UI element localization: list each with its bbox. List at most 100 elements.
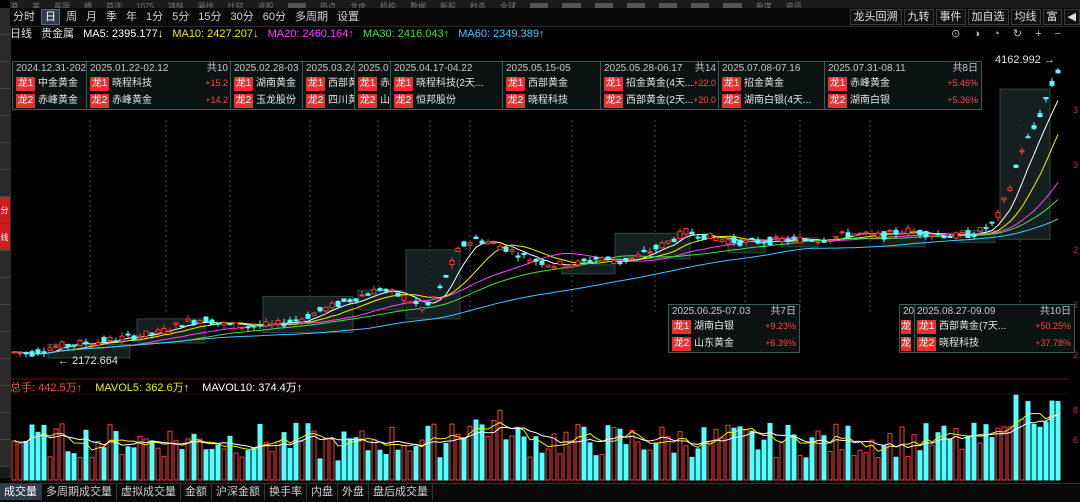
period-button[interactable]: 5分 [172,11,190,23]
leader-stock-name[interactable]: 玉龙股份 [256,95,296,106]
period-button[interactable]: 60分 [262,11,286,23]
tooltip-row[interactable]: 龙1 湖南黄金 [231,75,303,92]
tooltip-row[interactable]: 龙2 西部黄金(2天... +20.0 [601,92,719,109]
top-menu-item[interactable]: 参谋 [755,2,772,9]
indicator-tab[interactable]: 盘后成交量 [369,484,433,500]
leader-stock-name[interactable]: 招金黄金(4天... [626,78,694,89]
period-button[interactable]: 日 [41,9,60,25]
right-tool-button[interactable]: 事件 [935,9,966,25]
left-rail-tab[interactable]: 分 [0,197,10,224]
top-menu-item[interactable]: 龙虎 [350,2,367,9]
left-rail-tab[interactable] [0,89,10,116]
top-menu-item[interactable]: 美 [32,2,40,9]
tooltip-row[interactable]: 龙1 招金黄金 [719,75,825,92]
top-menu-item[interactable] [594,3,613,8]
period-button[interactable]: 15分 [198,11,222,23]
tooltip-row[interactable]: 龙2 湖南白银(4天... [719,92,825,109]
leader-stock-name[interactable]: 西部黄 [328,78,355,89]
period-button[interactable]: 周 [66,11,77,23]
indicator-tab[interactable]: 内盘 [307,484,338,500]
right-tool-button[interactable]: 九转 [903,9,934,25]
leader-stock-name[interactable]: 晓程科技(2天... [416,78,484,89]
top-menu-item[interactable] [287,3,307,8]
top-menu-item[interactable]: 比较 [227,2,244,9]
left-rail-tab[interactable] [0,386,10,413]
tooltip-row[interactable]: 龙2 山 [355,92,391,109]
leader-stock-name[interactable]: 西部黄金(2天... [626,95,694,106]
left-rail-tab[interactable] [0,8,10,35]
right-tool-button[interactable]: 均线 [1010,9,1041,25]
leader-stock-name[interactable]: 湖南白银(4天... [744,95,812,106]
top-menu-item[interactable] [626,3,645,8]
leader-stock-name[interactable]: 西部黄金 [528,78,568,89]
tooltip-row[interactable]: 龙1 西部黄 [303,75,355,92]
leader-stock-name[interactable]: 西部黄金(7天... [939,321,1007,332]
top-menu-item[interactable]: 热点 [320,2,337,9]
right-tool-button[interactable]: 加自选 [967,9,1009,25]
kline-chart[interactable]: 4162.992 → ← 2172.664 [10,42,1068,482]
leader-stock-name[interactable]: 四川黄 [328,95,355,106]
leader-stock-name[interactable]: 招金黄金 [744,78,784,89]
top-menu-item[interactable]: 新股 [440,2,457,9]
top-menu-item[interactable] [691,3,710,8]
top-menu-item[interactable]: 英国 [54,2,70,9]
tooltip-row[interactable]: 龙1 中金黄金 [13,75,87,92]
tooltip-row[interactable]: 龙1 晓程科技(2天... [391,75,503,92]
tooltip-row[interactable]: 龙1 赤 [355,75,391,92]
period-button[interactable]: 1分 [146,11,164,23]
top-menu-item[interactable] [530,3,549,8]
leader-stock-name[interactable]: 山东黄金 [694,338,734,349]
left-rail-tab[interactable] [0,116,10,143]
top-menu-item[interactable]: 秒杀 [470,2,487,9]
left-rail-tab[interactable] [0,62,10,89]
tooltip-row[interactable]: 龙1 晓程科技 +15.2 [87,75,231,92]
top-menu-item[interactable]: 横 [84,2,92,9]
right-tool-button[interactable]: 龙头回溯 [849,9,902,25]
leader-stock-name[interactable]: 赤 [380,78,390,89]
top-menu-item[interactable]: 1075 [136,2,154,9]
tooltip-row[interactable]: 龙1 赤峰黄金 +5.46% [825,75,981,92]
right-tool-button[interactable]: ◀ [1063,9,1080,25]
top-menu-item[interactable]: 首选 [106,2,122,9]
tooltip-row[interactable]: 龙1 西部黄金 [503,75,601,92]
tooltip-row[interactable]: 龙1 湖南白银 +9.23% [669,318,799,335]
top-menu-item[interactable]: 画线 [197,2,214,9]
leader-stock-name[interactable]: 晓程科技 [528,95,568,106]
tooltip-row[interactable]: 龙2 山东黄金 +6.39% [669,335,799,352]
top-menu-item[interactable]: 机构 [380,2,397,9]
tooltip-row[interactable]: 龙2 晓程科技 [503,92,601,109]
top-menu-item[interactable]: 港 [10,2,18,9]
tooltip-row[interactable]: 龙2 恒邦股份 [391,92,503,109]
left-rail-tab[interactable] [0,413,10,440]
indicator-tab[interactable]: 虚拟成交量 [117,484,181,500]
top-menu-item[interactable] [562,3,581,8]
indicator-tab[interactable]: 多周期成交量 [42,484,117,500]
leader-stock-name[interactable]: 赤峰黄金 [850,78,890,89]
indicator-tab[interactable]: 外盘 [338,484,369,500]
indicator-tab[interactable]: 金额 [181,484,212,500]
indicator-tab[interactable]: 成交量 [0,484,42,500]
top-menu-item[interactable]: 选股 [257,2,274,9]
left-rail-tab[interactable] [0,440,10,467]
leader-stock-name[interactable]: 晓程科技 [939,338,979,349]
top-menu-item[interactable]: 数据 [410,2,427,9]
tooltip-row[interactable]: 龙2 晓程科技 +37.78% [914,335,1074,352]
top-menu-item[interactable] [723,3,742,8]
top-menu-item[interactable]: 全球 [500,2,517,9]
left-rail-tab[interactable] [0,251,10,278]
leader-stock-name[interactable]: 晓程科技 [112,78,152,89]
indicator-tab[interactable]: 换手率 [265,484,307,500]
left-rail-tab[interactable] [0,35,10,62]
left-rail-tab[interactable] [0,332,10,359]
leader-stock-name[interactable]: 湖南白银 [694,321,734,332]
indicator-tab[interactable]: 沪深金额 [212,484,265,500]
leader-stock-name[interactable]: 恒邦股份 [416,95,456,106]
leader-stock-name[interactable]: 山 [380,95,390,106]
leader-stock-name[interactable]: 赤峰黄金 [112,95,152,106]
top-menu-item[interactable]: 资讯 [785,2,802,9]
period-button[interactable]: 分时 [13,11,35,23]
leader-stock-name[interactable]: 赤峰黄金 [38,95,78,106]
period-button[interactable]: 月 [86,11,97,23]
period-button[interactable]: 季 [106,11,117,23]
tooltip-row[interactable]: 龙2 四川黄 [303,92,355,109]
